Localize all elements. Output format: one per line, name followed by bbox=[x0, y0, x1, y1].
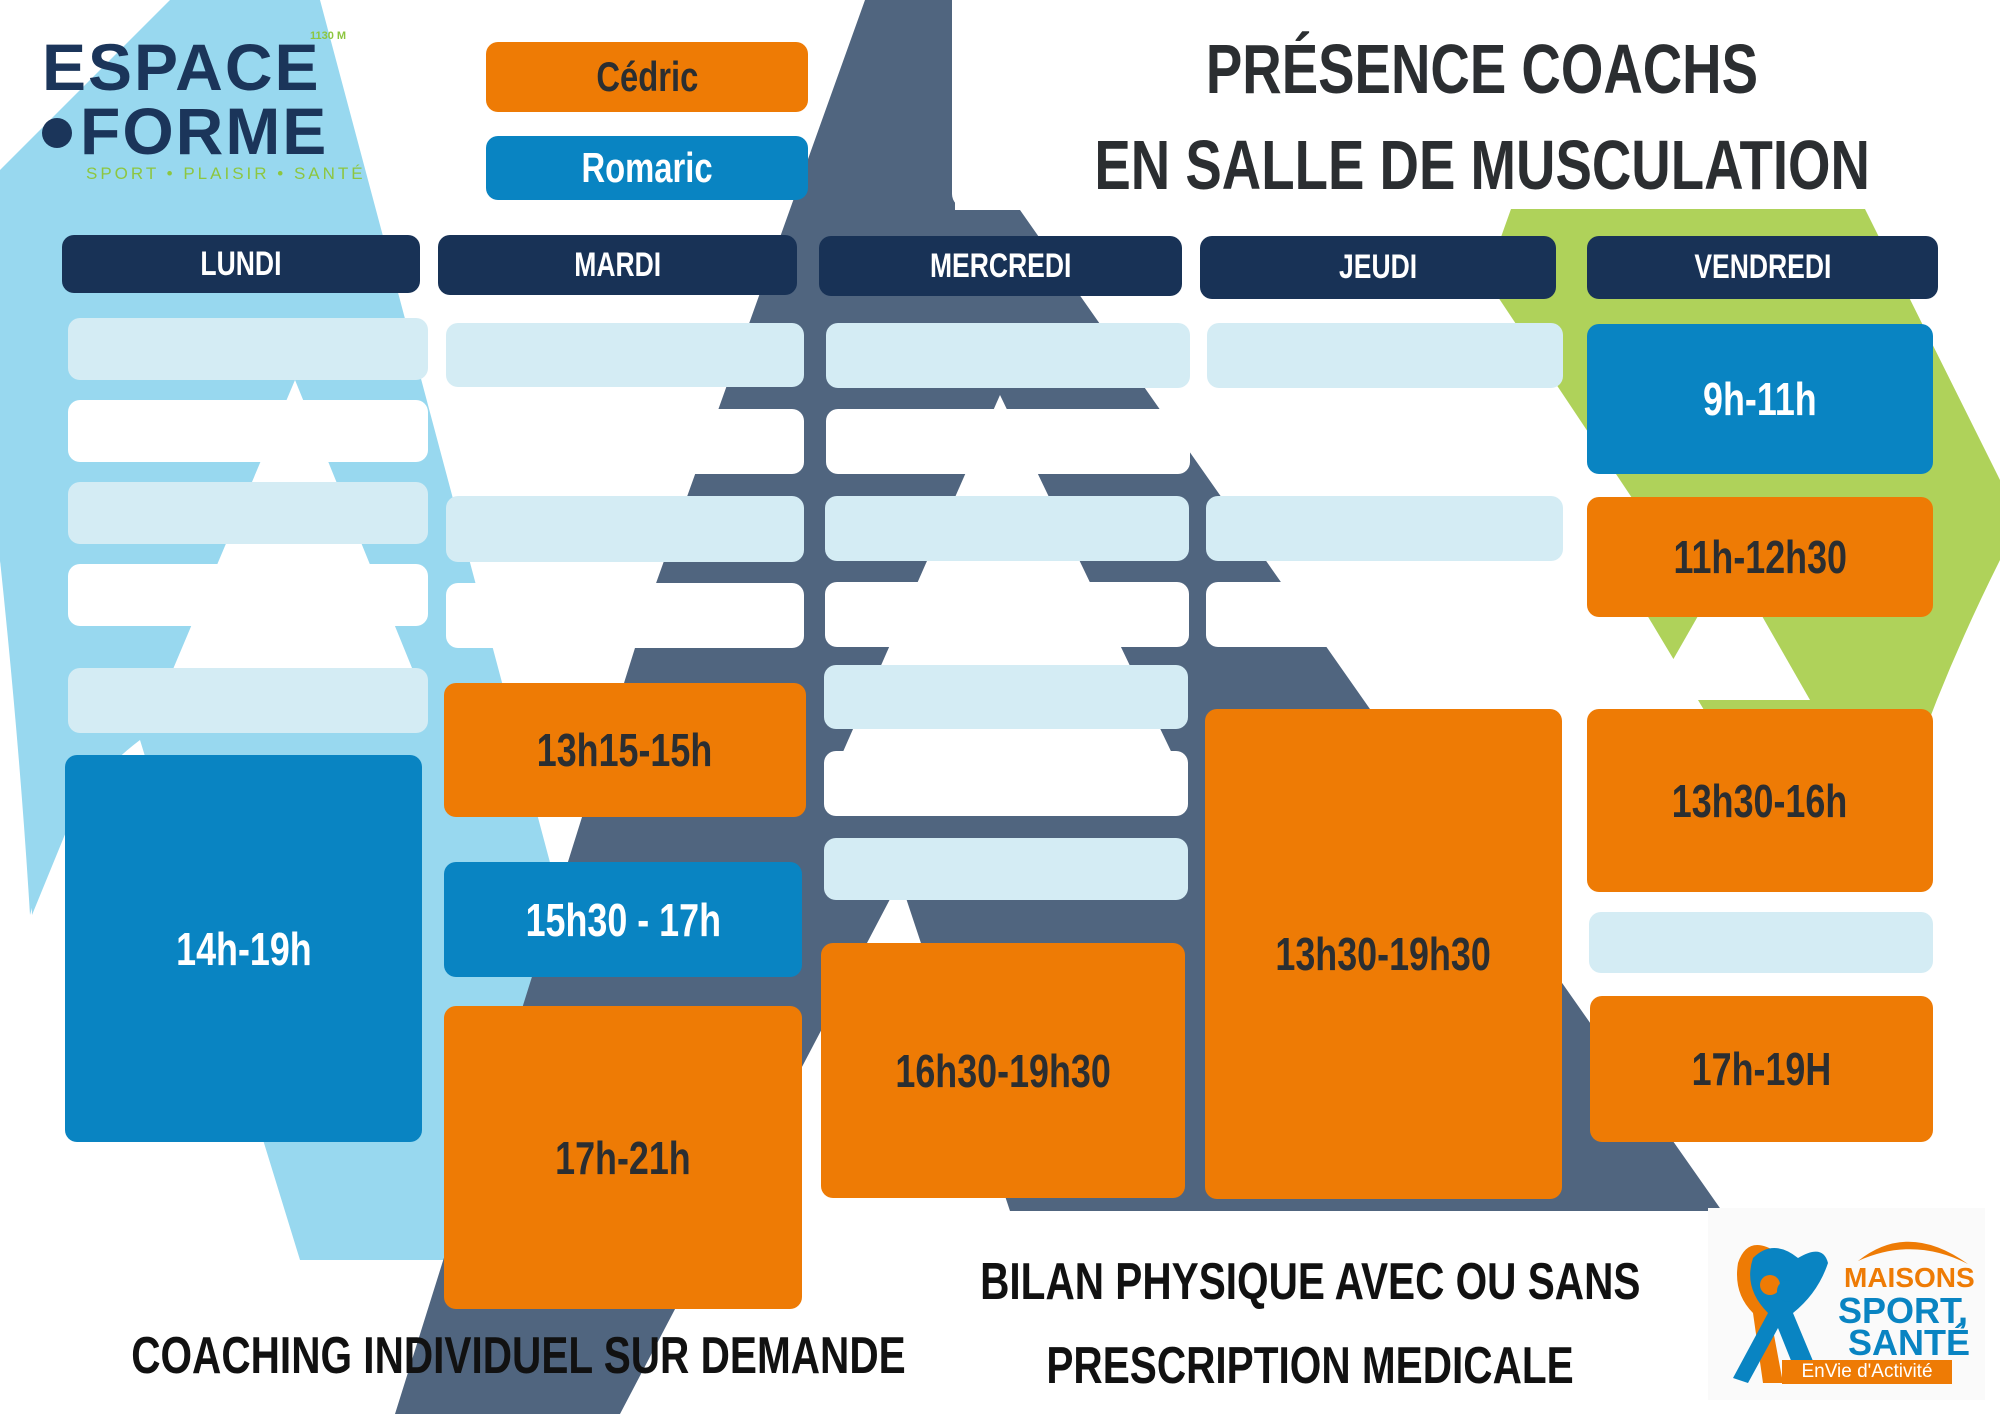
empty-slot bbox=[826, 409, 1190, 474]
logo-line1: ESPACE bbox=[42, 30, 321, 104]
day-header-jeudi: JEUDI bbox=[1200, 236, 1556, 299]
empty-slot bbox=[1589, 912, 1933, 973]
page-title-line2: EN SALLE DE MUSCULATION bbox=[1094, 126, 1870, 204]
roof-icon bbox=[1858, 1241, 1968, 1264]
empty-slot bbox=[824, 665, 1188, 729]
session-vendredi-cedric-3: 17h-19H bbox=[1590, 996, 1933, 1142]
mss-line1: MAISONS bbox=[1844, 1262, 1975, 1293]
session-time: 13h15-15h bbox=[537, 724, 713, 776]
empty-slot bbox=[68, 400, 428, 462]
legend-cedric: Cédric bbox=[486, 42, 808, 112]
session-vendredi-romaric: 9h-11h bbox=[1587, 324, 1933, 474]
session-mercredi-cedric: 16h30-19h30 bbox=[821, 943, 1185, 1198]
session-vendredi-cedric-1: 11h-12h30 bbox=[1587, 497, 1933, 617]
empty-slot bbox=[68, 564, 428, 626]
logo-emblem-icon bbox=[42, 118, 72, 148]
legend-romaric-label: Romaric bbox=[581, 144, 713, 191]
day-header-mercredi: MERCREDI bbox=[819, 236, 1182, 296]
title-box: PRÉSENCE COACHS EN SALLE DE MUSCULATION bbox=[952, 0, 2000, 208]
session-time: 15h30 - 17h bbox=[525, 893, 721, 946]
empty-slot bbox=[1206, 582, 1563, 647]
day-header-vendredi: VENDREDI bbox=[1587, 236, 1938, 299]
session-time: 11h-12h30 bbox=[1673, 531, 1847, 583]
session-jeudi-cedric: 13h30-19h30 bbox=[1205, 709, 1562, 1199]
session-time: 9h-11h bbox=[1703, 373, 1817, 425]
session-lundi-romaric: 14h-19h bbox=[65, 755, 422, 1142]
day-header-lundi: LUNDI bbox=[62, 235, 420, 293]
session-vendredi-cedric-2: 13h30-16h bbox=[1587, 709, 1933, 892]
session-mardi-cedric-2: 17h-21h bbox=[444, 1006, 802, 1309]
empty-slot bbox=[446, 409, 804, 474]
empty-slot bbox=[68, 668, 428, 733]
session-time: 13h30-16h bbox=[1672, 774, 1848, 827]
logo-line2: FORME bbox=[80, 94, 329, 168]
logo-tagline: SPORT • PLAISIR • SANTÉ bbox=[86, 164, 366, 183]
footer-bilan-line2: PRESCRIPTION MEDICALE bbox=[1046, 1337, 1574, 1395]
empty-slot bbox=[68, 482, 428, 544]
maisons-sport-sante-logo: MAISONS SPORT, SANTÉ EnVie d'Activité bbox=[1708, 1208, 1985, 1400]
altitude-label: 1130 M bbox=[310, 30, 347, 42]
empty-slot bbox=[824, 751, 1188, 816]
empty-slot bbox=[446, 496, 804, 562]
empty-slot bbox=[825, 582, 1189, 647]
sport-figure-icon bbox=[1733, 1245, 1828, 1383]
empty-slot bbox=[68, 318, 428, 380]
empty-slot bbox=[825, 496, 1189, 561]
session-mardi-romaric: 15h30 - 17h bbox=[444, 862, 802, 977]
espace-forme-logo: ESPACE 1130 M FORME SPORT • PLAISIR • SA… bbox=[40, 30, 363, 190]
session-time: 13h30-19h30 bbox=[1275, 928, 1492, 980]
mss-line2: SPORT, bbox=[1838, 1290, 1969, 1331]
empty-slot bbox=[1207, 409, 1563, 474]
session-time: 17h-21h bbox=[555, 1131, 691, 1184]
empty-slot bbox=[446, 323, 804, 387]
session-time: 14h-19h bbox=[175, 922, 312, 975]
empty-slot bbox=[1207, 323, 1563, 388]
footer-coaching-note: COACHING INDIVIDUEL SUR DEMANDE bbox=[131, 1327, 906, 1385]
empty-slot bbox=[826, 323, 1190, 388]
mss-line3: SANTÉ bbox=[1848, 1322, 1971, 1363]
page-title-line1: PRÉSENCE COACHS bbox=[1205, 30, 1759, 108]
empty-slot bbox=[446, 583, 804, 648]
session-mardi-cedric-1: 13h15-15h bbox=[444, 683, 806, 817]
session-time: 17h-19H bbox=[1691, 1043, 1832, 1095]
legend-cedric-label: Cédric bbox=[596, 53, 698, 100]
day-header-mardi: MARDI bbox=[438, 235, 797, 295]
legend-romaric: Romaric bbox=[486, 136, 808, 200]
empty-slot bbox=[824, 838, 1188, 900]
footer-bilan-line1: BILAN PHYSIQUE AVEC OU SANS bbox=[979, 1253, 1641, 1311]
empty-slot bbox=[1206, 496, 1563, 561]
mss-band: EnVie d'Activité bbox=[1782, 1360, 1952, 1384]
session-time: 16h30-19h30 bbox=[895, 1044, 1111, 1097]
